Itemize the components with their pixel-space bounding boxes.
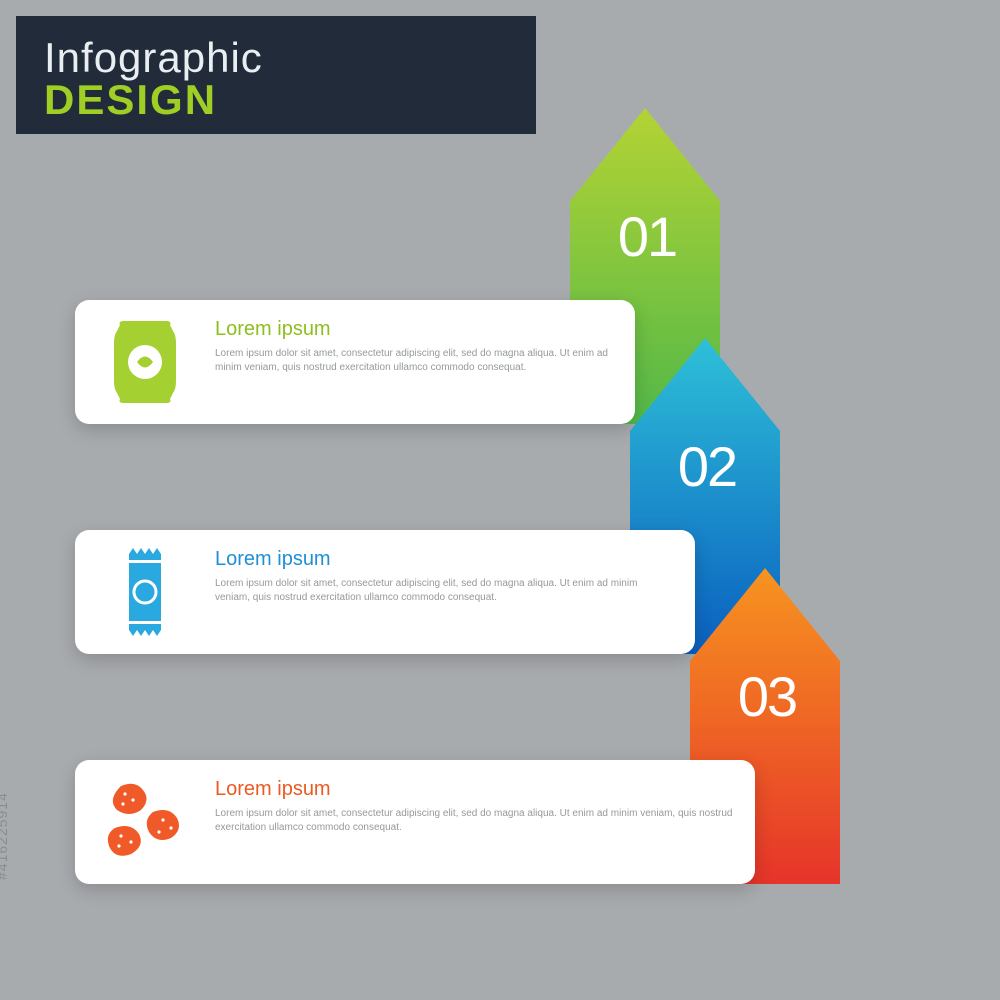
header-banner: Infographic DESIGN — [16, 16, 536, 134]
card-2-title: Lorem ipsum — [215, 548, 675, 571]
card-1-body: Lorem ipsum dolor sit amet, consectetur … — [215, 347, 615, 374]
chip-bag-icon — [75, 300, 215, 424]
header-line2: DESIGN — [44, 76, 508, 124]
card-3-body: Lorem ipsum dolor sit amet, consectetur … — [215, 807, 735, 834]
card-2: Lorem ipsum Lorem ipsum dolor sit amet, … — [75, 530, 695, 654]
nuggets-icon — [75, 760, 215, 884]
card-1: Lorem ipsum Lorem ipsum dolor sit amet, … — [75, 300, 635, 424]
candy-bar-icon — [75, 530, 215, 654]
arrow-number-2: 02 — [632, 434, 782, 499]
card-1-title: Lorem ipsum — [215, 318, 615, 341]
header-line1: Infographic — [44, 34, 508, 82]
card-2-body: Lorem ipsum dolor sit amet, consectetur … — [215, 577, 675, 604]
card-3-title: Lorem ipsum — [215, 778, 735, 801]
card-3: Lorem ipsum Lorem ipsum dolor sit amet, … — [75, 760, 755, 884]
watermark: #416225914 — [0, 792, 10, 880]
arrow-number-1: 01 — [572, 204, 722, 269]
arrow-number-3: 03 — [692, 664, 842, 729]
